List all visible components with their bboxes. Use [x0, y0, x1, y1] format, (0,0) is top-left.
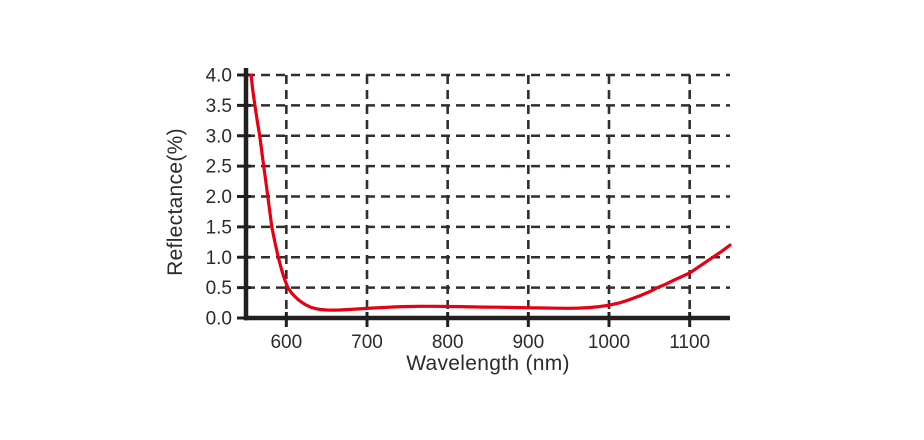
y-tick-label: 3.5 [206, 96, 232, 117]
y-tick-label: 4.0 [206, 66, 232, 87]
y-tick-label: 1.5 [206, 217, 232, 238]
y-tick-label: 2.0 [206, 187, 232, 208]
x-tick-label: 700 [351, 332, 383, 353]
y-tick-label: 0.5 [206, 278, 232, 299]
x-tick-label: 1100 [669, 332, 710, 353]
y-tick-label: 2.5 [206, 157, 232, 178]
reflectance-curve [249, 73, 732, 312]
y-tick-label: 1.0 [206, 248, 232, 269]
x-tick-label: 800 [432, 332, 464, 353]
y-tick-label: 0.0 [206, 309, 232, 330]
y-tick-label: 3.0 [206, 126, 232, 147]
x-tick-label: 900 [512, 332, 544, 353]
x-axis-title: Wavelength (nm) [406, 352, 570, 375]
x-tick-label: 600 [270, 332, 302, 353]
y-axis-title: Reflectance(%) [164, 128, 187, 276]
x-tick-label: 1000 [588, 332, 630, 353]
